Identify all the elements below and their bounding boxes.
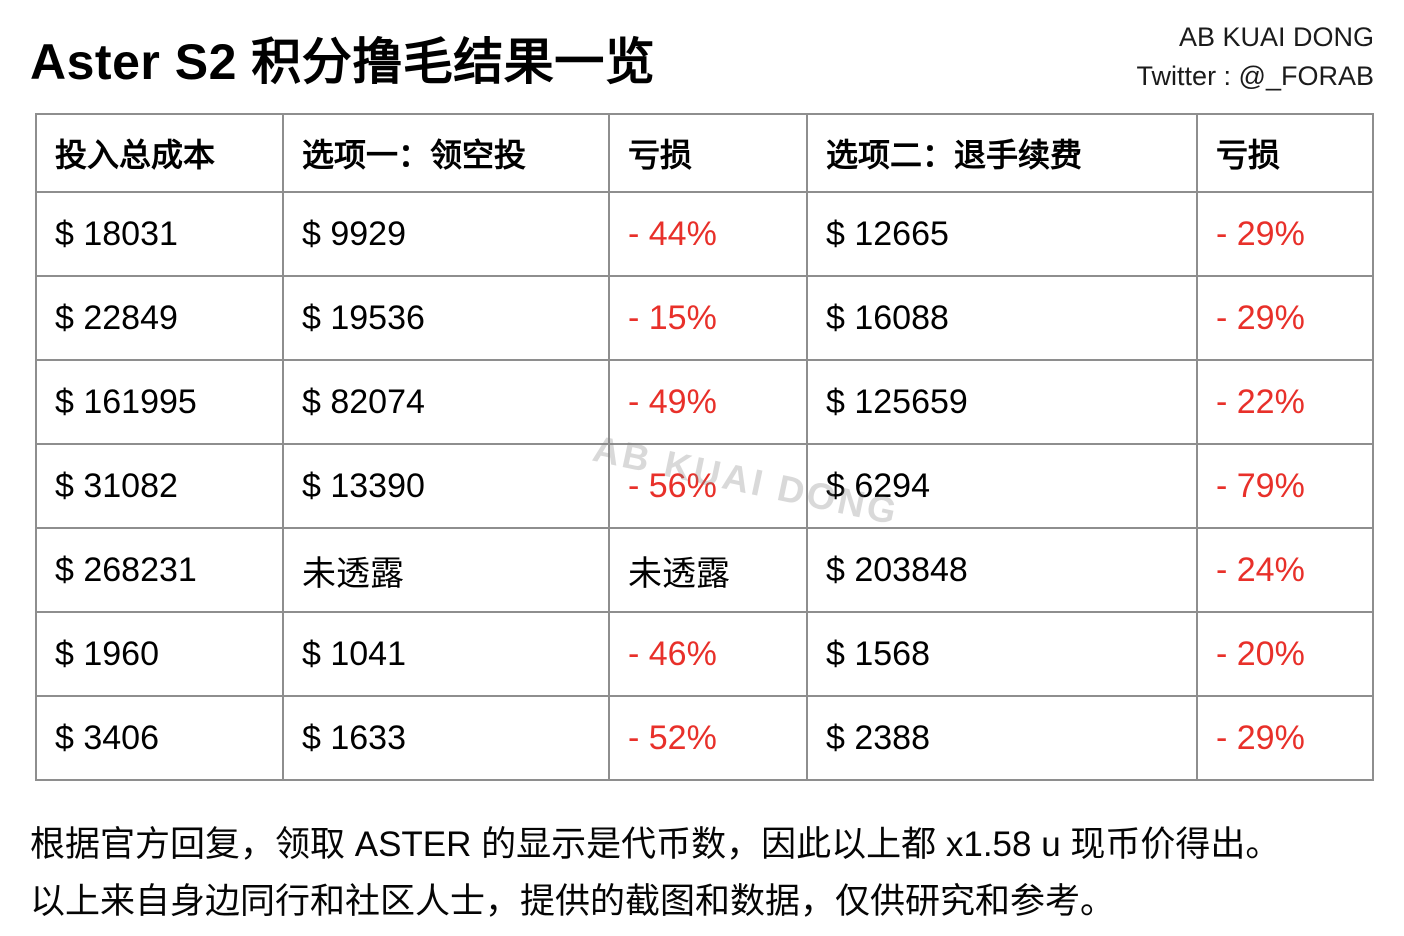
cell-option1-value: $ 19536: [282, 275, 610, 361]
table-row: $ 22849 $ 19536 - 15% $ 16088 - 29%: [35, 275, 1374, 361]
table-row: $ 31082 $ 13390 - 56% $ 6294 - 79%: [35, 443, 1374, 529]
header-cell-loss1: 亏损: [608, 113, 808, 193]
header-cell-total-cost: 投入总成本: [35, 113, 284, 193]
cell-option2-value: $ 203848: [806, 527, 1198, 613]
results-table: 投入总成本 选项一：领空投 亏损 选项二：退手续费 亏损 $ 18031 $ 9…: [35, 113, 1374, 781]
footer-note-line2: 以上来自身边同行和社区人士，提供的截图和数据，仅供研究和参考。: [30, 882, 1116, 921]
table-row: $ 18031 $ 9929 - 44% $ 12665 - 29%: [35, 191, 1374, 277]
cell-option1-value: $ 1633: [282, 695, 610, 781]
table-row: $ 161995 $ 82074 - 49% $ 125659 - 22%: [35, 359, 1374, 445]
cell-option1-value: $ 82074: [282, 359, 610, 445]
table-row: $ 268231 未透露 未透露 $ 203848 - 24%: [35, 527, 1374, 613]
header-cell-loss2: 亏损: [1196, 113, 1374, 193]
cell-loss1: - 56%: [608, 443, 808, 529]
header-cell-option1-airdrop: 选项一：领空投: [282, 113, 610, 193]
cell-loss1: - 46%: [608, 611, 808, 697]
cell-loss2: - 29%: [1196, 695, 1374, 781]
results-table-zone: 投入总成本 选项一：领空投 亏损 选项二：退手续费 亏损 $ 18031 $ 9…: [35, 113, 1374, 781]
cell-total-cost: $ 161995: [35, 359, 284, 445]
cell-loss2: - 24%: [1196, 527, 1374, 613]
cell-loss2: - 79%: [1196, 443, 1374, 529]
page-title: Aster S2 积分撸毛结果一览: [30, 34, 656, 90]
cell-option2-value: $ 2388: [806, 695, 1198, 781]
cell-loss1: - 44%: [608, 191, 808, 277]
cell-loss1: - 49%: [608, 359, 808, 445]
footer-note-line1: 根据官方回复，领取 ASTER 的显示是代币数，因此以上都 x1.58 u 现币…: [30, 825, 1281, 864]
header-cell-option2-fee-refund: 选项二：退手续费: [806, 113, 1198, 193]
cell-loss1: - 52%: [608, 695, 808, 781]
cell-loss1: 未透露: [608, 527, 808, 613]
cell-option1-value: $ 9929: [282, 191, 610, 277]
cell-option2-value: $ 16088: [806, 275, 1198, 361]
footer-notes: 根据官方回复，领取 ASTER 的显示是代币数，因此以上都 x1.58 u 现币…: [30, 816, 1384, 930]
cell-loss1: - 15%: [608, 275, 808, 361]
cell-loss2: - 22%: [1196, 359, 1374, 445]
attribution-twitter-handle: Twitter : @_FORAB: [1136, 61, 1374, 91]
table-row: $ 1960 $ 1041 - 46% $ 1568 - 20%: [35, 611, 1374, 697]
cell-total-cost: $ 18031: [35, 191, 284, 277]
cell-option1-value: $ 13390: [282, 443, 610, 529]
cell-option2-value: $ 125659: [806, 359, 1198, 445]
cell-option2-value: $ 12665: [806, 191, 1198, 277]
cell-total-cost: $ 22849: [35, 275, 284, 361]
cell-option1-value: $ 1041: [282, 611, 610, 697]
cell-total-cost: $ 31082: [35, 443, 284, 529]
attribution: AB KUAI DONG Twitter : @_FORAB: [1137, 18, 1374, 96]
cell-option1-value: 未透露: [282, 527, 610, 613]
cell-option2-value: $ 6294: [806, 443, 1198, 529]
attribution-author: AB KUAI DONG: [1178, 22, 1374, 52]
cell-option2-value: $ 1568: [806, 611, 1198, 697]
cell-loss2: - 29%: [1196, 191, 1374, 277]
cell-total-cost: $ 1960: [35, 611, 284, 697]
cell-total-cost: $ 268231: [35, 527, 284, 613]
cell-total-cost: $ 3406: [35, 695, 284, 781]
table-row: $ 3406 $ 1633 - 52% $ 2388 - 29%: [35, 695, 1374, 781]
header-row: 投入总成本 选项一：领空投 亏损 选项二：退手续费 亏损: [35, 113, 1374, 193]
cell-loss2: - 29%: [1196, 275, 1374, 361]
cell-loss2: - 20%: [1196, 611, 1374, 697]
